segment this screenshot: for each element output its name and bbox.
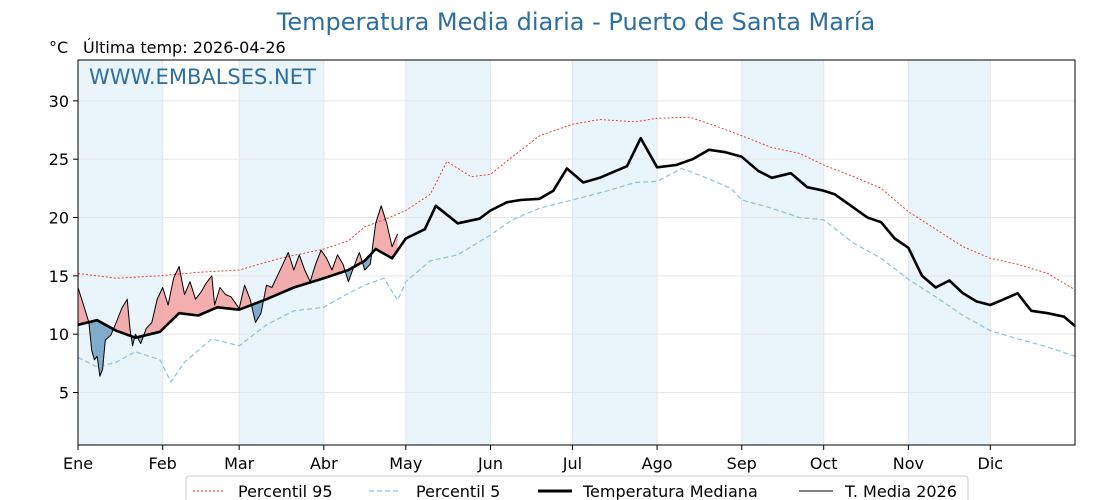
plot-frame: [77, 59, 1076, 446]
chart-title: Temperatura Media diaria - Puerto de San…: [276, 8, 876, 36]
x-tick-label-7: Ago: [642, 454, 673, 473]
x-tick-label-6: Jul: [562, 454, 582, 473]
legend: Percentil 95 Percentil 5 Temperatura Med…: [185, 475, 969, 500]
series-line-p95: [77, 116, 1076, 291]
fill-segment-6: [144, 266, 251, 336]
y-tick-label-5: 5: [59, 384, 69, 403]
series-line-median: [77, 136, 1076, 339]
x-tick-label-1: Feb: [149, 454, 177, 473]
x-tick-label-4: May: [389, 454, 422, 473]
series-line-2026: [77, 205, 399, 377]
y-tick-label-25: 25: [49, 150, 69, 169]
month-band-0: [78, 60, 163, 445]
legend-box: [185, 475, 969, 500]
y-tick-label-10: 10: [49, 325, 69, 344]
month-bands: [78, 60, 991, 445]
last-temp-label: Última temp: 2026-04-26: [83, 38, 286, 57]
x-tick-label-8: Sep: [727, 454, 757, 473]
legend-label-p5: Percentil 5: [416, 482, 500, 500]
x-tick-label-9: Oct: [810, 454, 838, 473]
y-tick-label-30: 30: [49, 92, 69, 111]
month-band-4: [405, 60, 491, 445]
y-unit-label: °C: [49, 38, 69, 57]
x-tick-label-2: Mar: [224, 454, 255, 473]
month-band-8: [741, 60, 824, 445]
watermark: WWW.EMBALSES.NET: [89, 65, 316, 89]
series-lines: [77, 116, 1076, 383]
x-tick-label-10: Nov: [893, 454, 924, 473]
y-tick-label-20: 20: [49, 209, 69, 228]
legend-label-p95: Percentil 95: [238, 482, 333, 500]
y-tick-label-15: 15: [49, 267, 69, 286]
fill-segment-1: [88, 320, 113, 377]
y-axis-ticks: 5 10 15 20 25 30: [49, 92, 78, 403]
x-tick-label-5: Jun: [477, 454, 503, 473]
x-tick-label-0: Ene: [63, 454, 93, 473]
legend-label-2026: T. Media 2026: [844, 482, 957, 500]
month-band-10: [908, 60, 991, 445]
x-tick-label-3: Abr: [310, 454, 338, 473]
legend-label-median: Temperatura Mediana: [582, 482, 758, 500]
month-band-6: [572, 60, 658, 445]
month-band-2: [239, 60, 324, 445]
x-axis-ticks: Ene Feb Mar Abr May Jun Jul Ago Sep Oct Nov Dic: [63, 445, 1003, 473]
x-tick-label-11: Dic: [978, 454, 1004, 473]
fill-segment-2: [113, 299, 131, 336]
